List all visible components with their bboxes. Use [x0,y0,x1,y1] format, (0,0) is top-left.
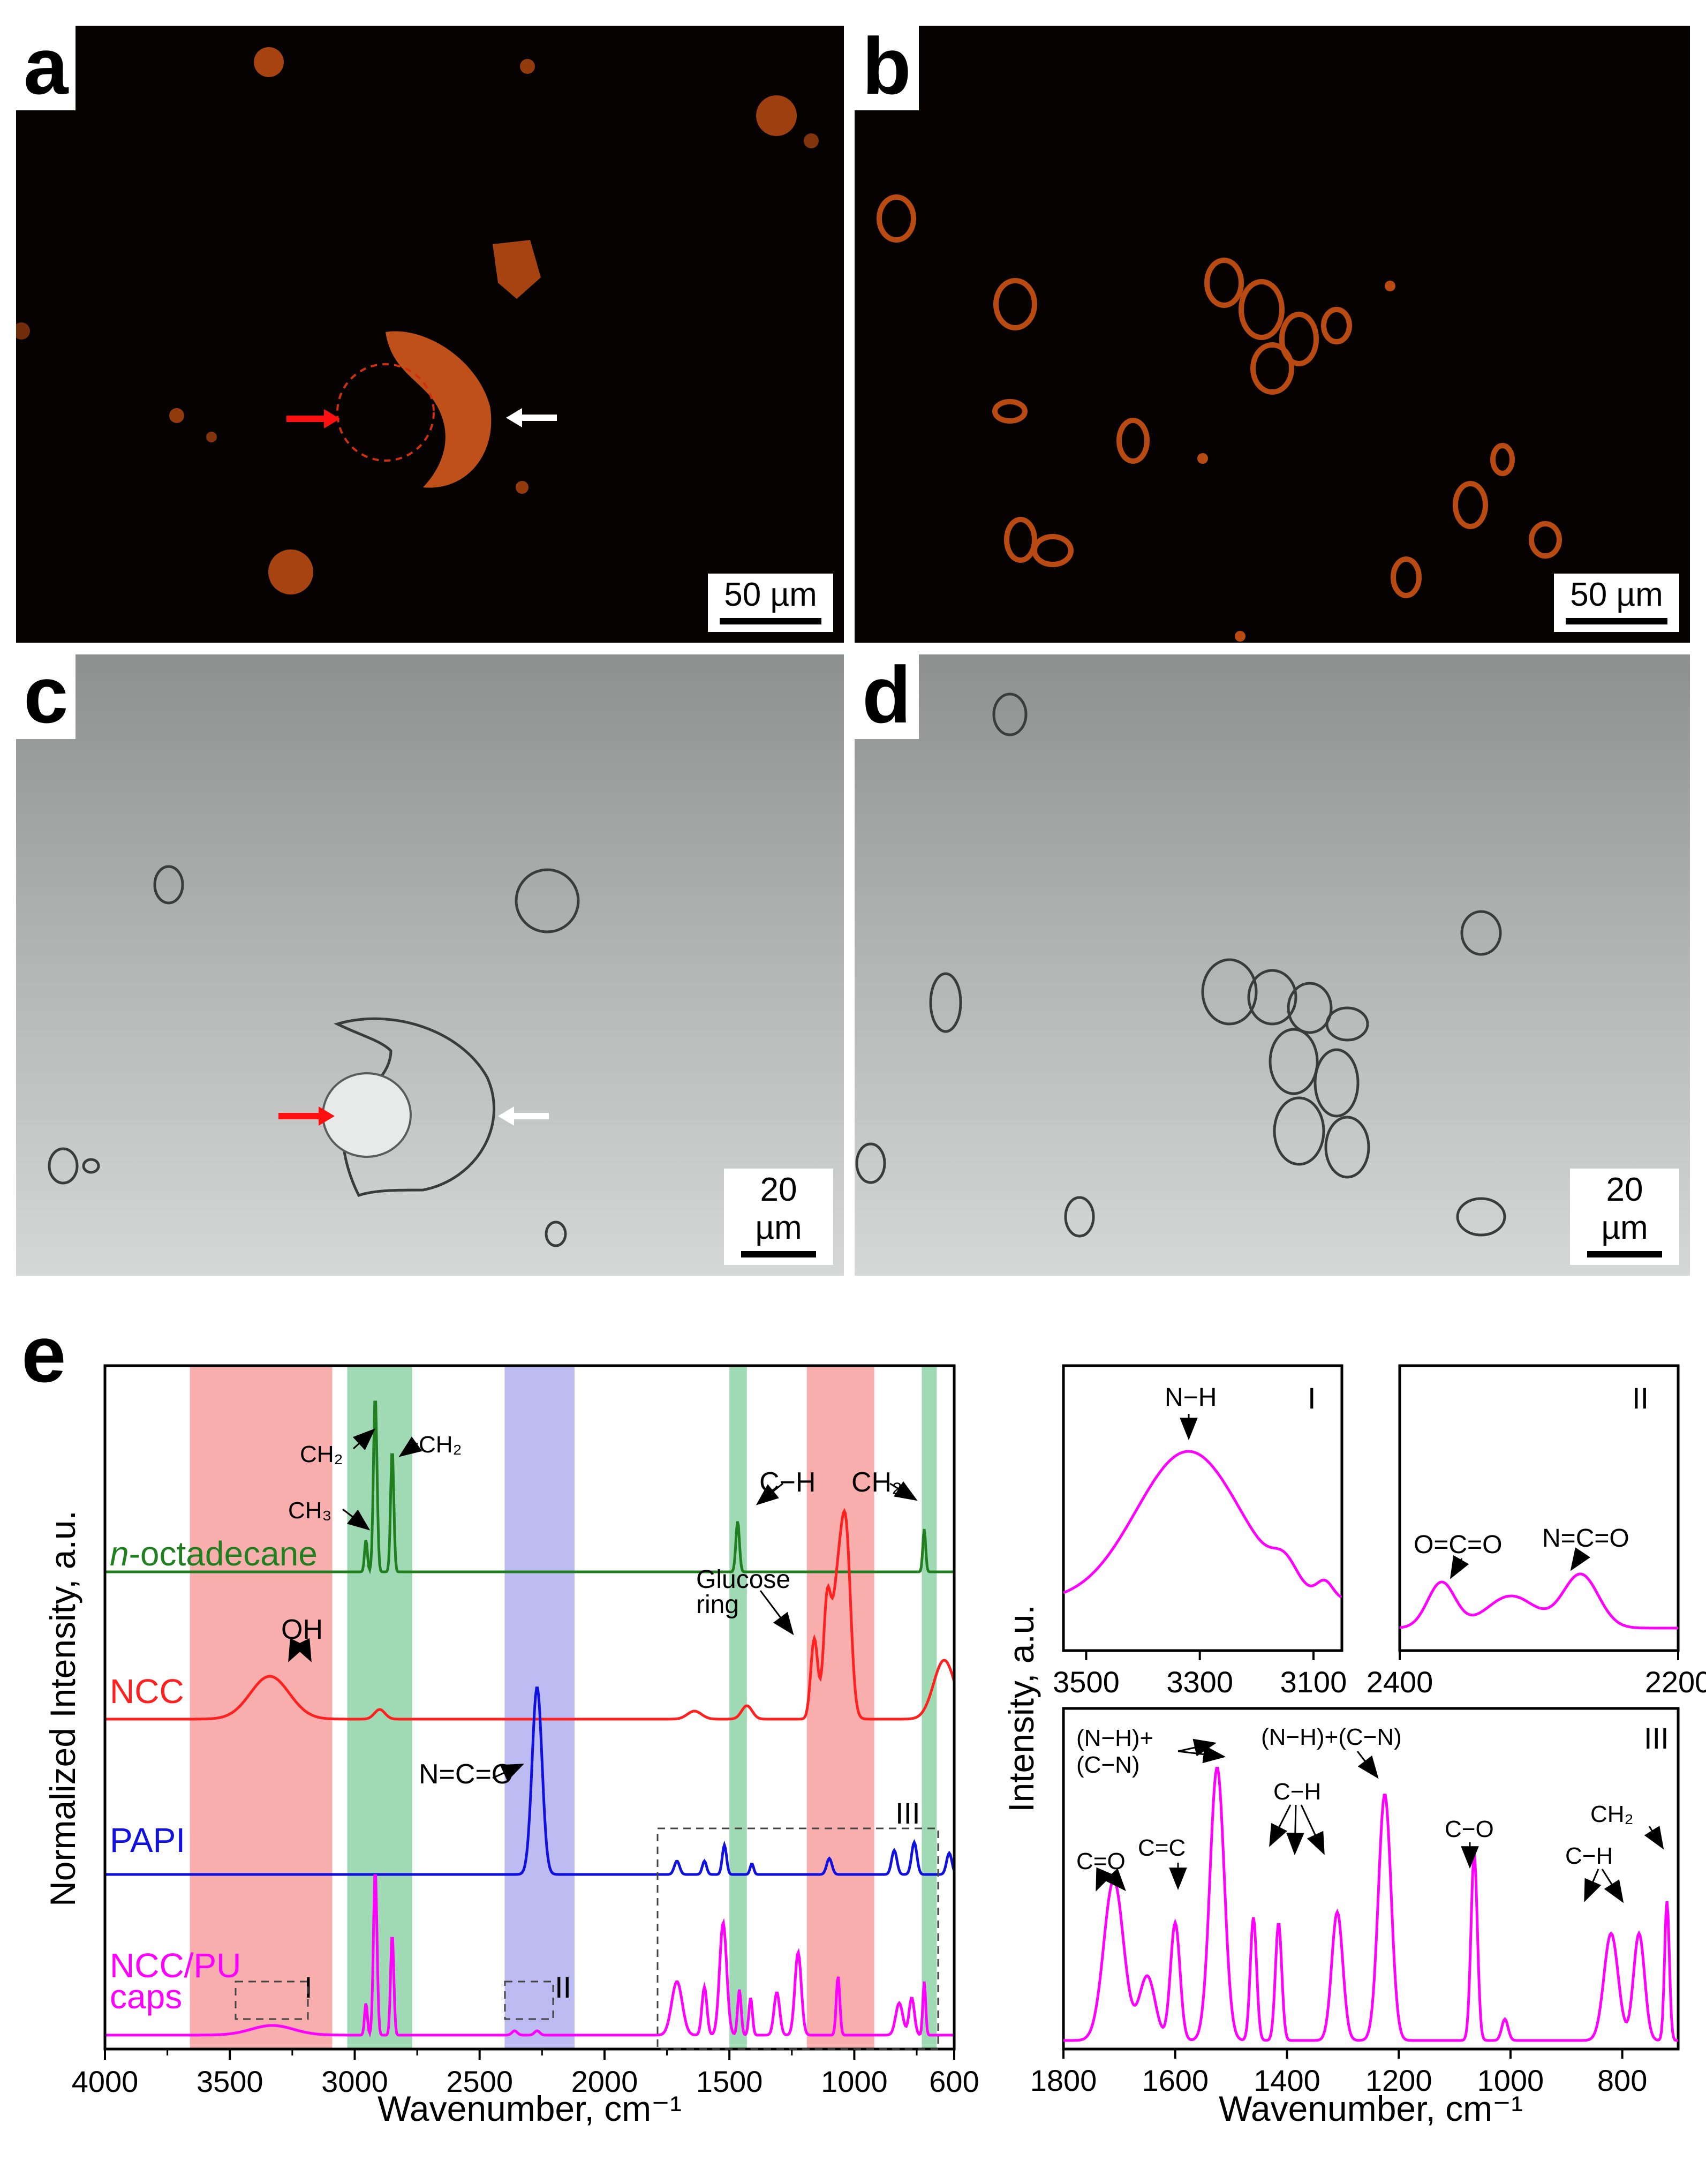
inset-y-axis-label: Intensity, a.u. [1001,1605,1041,1812]
box-iii [656,1827,939,2050]
inset-iii-annotation-ch2: CH₂ [1590,1801,1634,1827]
box-label-iii: III [895,1796,920,1830]
capsules-c [48,865,580,1247]
band-1 [347,1366,412,2049]
panel-label-a: a [16,26,76,110]
inset-iii-annotation-co: C=O [1076,1848,1126,1874]
scale-bar-d: 20 µm [1570,1169,1679,1265]
inset-iii-frame [1062,1707,1680,2051]
inset1-ticks-0: 3500 [1053,1665,1120,1699]
micrograph-b: b 50 µm [855,26,1690,643]
inset-i-frame [1062,1364,1343,1652]
spectra-curves [105,1400,956,2038]
box-i [235,1980,309,2020]
spectrum-curve-0 [105,1400,954,1575]
inset-iii-curve [1063,1767,1678,2042]
annotation-glucose-1: Glucose [696,1565,790,1594]
annotation-glucose-2: ring [696,1591,739,1619]
inset3-ticks-5: 800 [1597,2063,1647,2097]
capsules-d [855,692,1506,1238]
series-label-ncc: NCC [110,1672,184,1711]
annotation-ch: C−H [759,1467,816,1498]
main-x-tick-1: 3500 [197,2065,263,2098]
panel-label-e: e [21,1309,66,1399]
panel-label-c: c [16,654,76,739]
spectrum-curve-3 [105,1874,954,2038]
annotation-ch3: CH₃ [288,1497,331,1524]
main-x-tick-4: 2000 [571,2065,638,2098]
main-x-axis-label: Wavenumber, cm⁻¹ [378,2089,682,2128]
series-label-papi: PAPI [110,1821,185,1859]
box-label-ii: II [555,1970,571,2004]
main-x-tick-0: 4000 [72,2065,139,2098]
capsules-a [16,47,819,594]
inset3-ticks-2: 1400 [1254,2063,1320,2097]
inset-i-label: I [1308,1381,1316,1415]
inset-ii-annotation-nco: N=C=O [1542,1524,1629,1553]
inset-iii-label: III [1644,1721,1669,1755]
series-label-n-octadecane: n-octadecane [110,1534,318,1573]
main-x-tick-7: 600 [929,2065,979,2098]
ftir-figure: e 4000 3500 3000 2500 2000 1500 1000 600 n-octa… [21,1309,1706,2128]
annotation-ch2-b: CH₂ [419,1432,462,1458]
annotation-ch2-a: CH₂ [300,1441,343,1467]
inset-iii-annotation-nhcn-2: (C−N) [1076,1752,1140,1778]
inset1-ticks-1: 3300 [1166,1665,1233,1699]
scale-bar-a: 50 µm [708,574,833,632]
box-ii [504,1980,554,2020]
inset-x-axis-label: Wavenumber, cm⁻¹ [1219,2089,1523,2128]
inset1-ticks-2: 3100 [1280,1665,1347,1699]
micrograph-c: c 20 µm [16,654,844,1276]
inset-i-x-ticks: 3500 3300 3100 [1053,1651,1347,1699]
scale-label-b: 50 µm [1570,576,1663,613]
band-4 [806,1366,874,2049]
main-plot-frame [103,1364,956,2051]
micrograph-d: d 20 µm [855,654,1690,1276]
annotation-oh: OH [281,1614,323,1645]
main-x-tick-5: 1500 [696,2065,763,2098]
inset2-ticks-1: 2200 [1645,1665,1706,1699]
inset-iii-annotation-cc: C=C [1138,1835,1186,1861]
inset-iii-annotation-nhcn-3: (N−H)+(C−N) [1261,1724,1402,1750]
inset-ii-annotation-oco: O=C=O [1414,1531,1502,1559]
inset-iii-annotation-ch-a: C−H [1273,1779,1321,1805]
inset-iii-annotation-c-o: C−O [1445,1816,1494,1842]
band-0 [190,1366,333,2049]
inset-iii-annotation-ch-b: C−H [1565,1843,1613,1869]
inset-ii-curve [1399,1572,1678,1630]
scale-label-c: 20 µm [755,1171,802,1246]
main-x-tick-2: 3000 [321,2065,388,2098]
inset-ii-x-ticks: 2400 2200 [1367,1651,1706,1699]
capsules-b [877,37,1562,642]
micrograph-a: a 50 µm [16,26,844,643]
annotation-nco: N=C=O [419,1759,513,1790]
scale-bar-c: 20 µm [724,1169,833,1265]
spectrum-curve-2 [105,1686,956,1876]
annotation-ch2-c: CH₂ [851,1467,902,1498]
main-x-tick-3: 2500 [446,2065,513,2098]
scale-label-a: 50 µm [724,576,817,613]
inset3-ticks-0: 1800 [1030,2063,1097,2097]
inset2-ticks-0: 2400 [1367,1665,1433,1699]
inset-ii-label: II [1632,1381,1649,1415]
series-label-ncc-pu-1: NCC/PU [110,1946,241,1985]
main-y-axis-label: Normalized Intensity, a.u. [43,1510,82,1907]
inset3-ticks-1: 1600 [1142,2063,1209,2097]
main-x-ticks: 4000 3500 3000 2500 2000 1500 1000 600 [72,2049,979,2098]
inset-iii-x-ticks: 1800 1600 1400 1200 1000 800 [1030,2049,1647,2097]
inset-i-annotation-nh: N−H [1165,1383,1217,1412]
inset-ii-frame [1398,1364,1680,1652]
scale-bar-b: 50 µm [1554,574,1679,632]
inset-i-curve [1063,1450,1342,1599]
inset3-ticks-3: 1200 [1365,2063,1432,2097]
panel-label-d: d [855,654,919,739]
main-x-tick-6: 1000 [821,2065,888,2098]
inset-iii-annotation-nhcn-1: (N−H)+ [1076,1725,1153,1751]
spectral-bands [190,1366,937,2049]
spectrum-curve-1 [105,1508,956,1721]
series-label-ncc-pu-2: caps [110,1977,182,2016]
scale-label-d: 20 µm [1601,1171,1648,1246]
inset3-ticks-4: 1000 [1477,2063,1544,2097]
panel-label-b: b [855,26,919,110]
